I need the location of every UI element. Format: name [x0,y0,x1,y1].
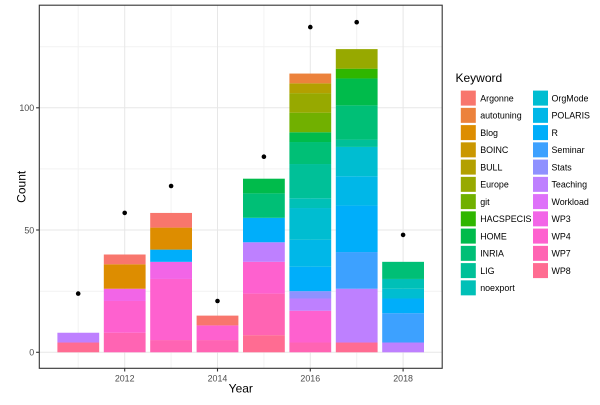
svg-text:Blog: Blog [480,128,498,138]
svg-text:POLARIS: POLARIS [552,111,591,121]
svg-text:2014: 2014 [208,374,228,384]
svg-text:INRIA: INRIA [480,249,504,259]
svg-text:HACSPECIS: HACSPECIS [480,214,531,224]
svg-text:noexport: noexport [480,283,515,293]
svg-text:Argonne: Argonne [480,93,514,103]
svg-text:Workload: Workload [552,197,589,207]
svg-text:BULL: BULL [480,162,502,172]
svg-text:2012: 2012 [115,374,135,384]
svg-text:2018: 2018 [393,374,413,384]
svg-text:BOINC: BOINC [480,145,509,155]
svg-text:WP4: WP4 [552,231,571,241]
svg-text:100: 100 [19,103,34,113]
svg-text:OrgMode: OrgMode [552,93,589,103]
svg-text:R: R [552,128,558,138]
svg-text:Europe: Europe [480,180,509,190]
svg-text:2016: 2016 [300,374,320,384]
svg-text:0: 0 [29,348,34,358]
svg-text:WP7: WP7 [552,249,571,259]
svg-text:git: git [480,197,490,207]
svg-text:Seminar: Seminar [552,145,585,155]
svg-text:WP8: WP8 [552,266,571,276]
svg-text:Count: Count [15,170,29,203]
svg-text:Keyword: Keyword [456,71,503,85]
svg-text:LIG: LIG [480,266,494,276]
svg-text:50: 50 [24,225,34,235]
svg-text:WP3: WP3 [552,214,571,224]
svg-text:Stats: Stats [552,162,573,172]
svg-text:autotuning: autotuning [480,111,522,121]
svg-text:Year: Year [229,382,253,396]
svg-text:Teaching: Teaching [552,180,588,190]
svg-text:HOME: HOME [480,231,507,241]
